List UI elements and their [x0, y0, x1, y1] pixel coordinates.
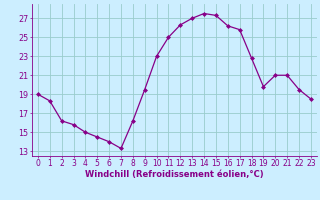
X-axis label: Windchill (Refroidissement éolien,°C): Windchill (Refroidissement éolien,°C): [85, 170, 264, 179]
